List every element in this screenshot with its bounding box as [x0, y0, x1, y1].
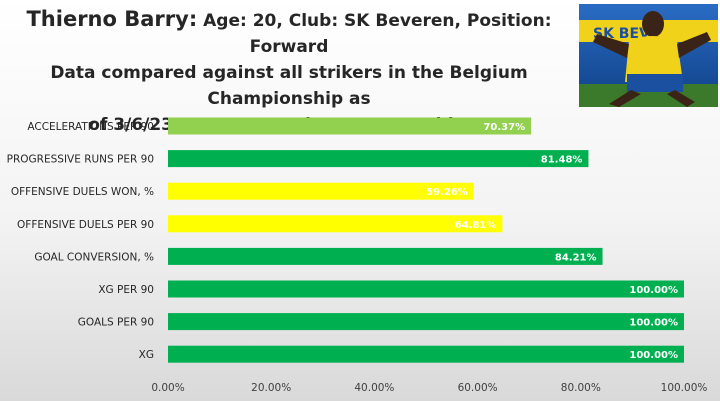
value-label: 84.21%	[555, 252, 597, 263]
value-label: 100.00%	[629, 285, 678, 296]
bar	[168, 150, 589, 168]
bar	[168, 280, 684, 298]
category-label: XG	[139, 349, 154, 361]
x-tick-label: 20.00%	[251, 382, 291, 394]
value-label: 100.00%	[629, 318, 678, 329]
bar	[168, 247, 603, 265]
category-labels: ACCELERATIONS PER 90 PROGRESSIVE RUNS PER…	[7, 121, 154, 361]
player-name: Thierno Barry:	[26, 7, 198, 31]
x-tick-label: 80.00%	[561, 382, 601, 394]
value-label: 64.81%	[455, 220, 497, 231]
category-label: OFFENSIVE DUELS WON, %	[11, 186, 154, 198]
category-label: GOAL CONVERSION, %	[34, 251, 154, 263]
value-label: 59.26%	[426, 187, 468, 198]
player-info: Age: 20, Club: SK Beveren, Position: For…	[197, 11, 552, 57]
title-line-2: Data compared against all strikers in th…	[50, 63, 528, 109]
category-label: OFFENSIVE DUELS PER 90	[17, 219, 154, 231]
x-axis-tick-labels: 0.00% 20.00% 40.00% 60.00% 80.00% 100.00%	[151, 382, 707, 394]
bar	[168, 182, 474, 200]
bar	[168, 345, 684, 363]
player-photo: SK BEVE	[579, 4, 718, 107]
category-label: PROGRESSIVE RUNS PER 90	[7, 154, 154, 166]
bars	[168, 117, 684, 363]
value-label: 100.00%	[629, 350, 678, 361]
x-tick-label: 0.00%	[151, 382, 184, 394]
value-labels: 70.37% 81.48% 59.26% 64.81% 84.21% 100.00% 100…	[426, 122, 678, 361]
value-label: 81.48%	[541, 155, 583, 166]
category-label: ACCELERATIONS PER 90	[27, 121, 154, 133]
x-tick-label: 60.00%	[458, 382, 498, 394]
x-tick-label: 40.00%	[354, 382, 394, 394]
title-line-1: Thierno Barry: Age: 20, Club: SK Beveren…	[0, 6, 578, 60]
bar	[168, 215, 503, 233]
bar	[168, 117, 532, 135]
category-label: XG PER 90	[98, 284, 154, 296]
value-label: 70.37%	[483, 122, 525, 133]
category-label: GOALS PER 90	[78, 317, 154, 329]
bar	[168, 313, 684, 331]
player-photo-image: SK BEVE	[579, 4, 718, 107]
x-tick-label: 100.00%	[661, 382, 708, 394]
